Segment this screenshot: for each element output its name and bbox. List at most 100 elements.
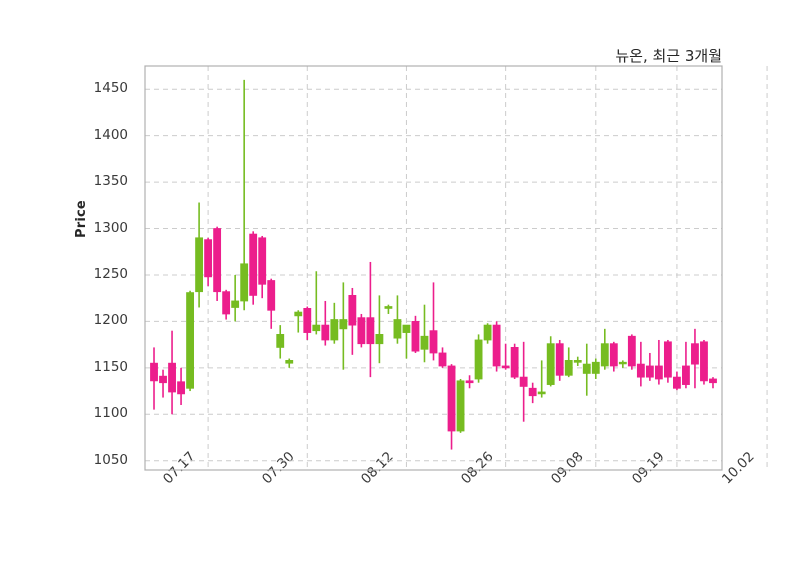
candle <box>294 310 303 333</box>
candle-body <box>150 362 158 382</box>
candle <box>700 339 708 385</box>
candle-body <box>591 361 600 374</box>
grid-lines <box>145 66 768 470</box>
candle-body <box>474 339 483 380</box>
y-tick-label: 1300 <box>93 219 128 236</box>
candle-body <box>312 324 321 332</box>
candle-body <box>528 387 537 397</box>
candle <box>456 378 465 433</box>
candle-body <box>195 237 204 293</box>
candle <box>564 347 573 378</box>
candle-body <box>456 380 465 432</box>
candle-body <box>609 343 618 367</box>
candle-body <box>555 343 564 376</box>
candle <box>321 300 330 346</box>
candle <box>177 367 185 405</box>
candle <box>330 302 339 344</box>
y-tick-label: 1200 <box>93 312 128 329</box>
candle <box>627 334 636 370</box>
candle-body <box>258 237 267 285</box>
candle <box>483 323 492 344</box>
candle <box>240 79 249 311</box>
candle <box>366 261 375 378</box>
candle <box>654 339 663 385</box>
candle <box>501 343 510 370</box>
candle <box>249 231 258 305</box>
candle <box>447 364 456 450</box>
candle-body <box>492 324 501 367</box>
candle <box>312 271 321 335</box>
candle <box>348 287 357 355</box>
candle <box>636 341 645 387</box>
candle-body <box>411 321 420 352</box>
candle-body <box>186 292 194 389</box>
candle-body <box>510 347 519 378</box>
y-tick-label: 1450 <box>93 80 128 97</box>
candle-body <box>177 381 185 395</box>
candle <box>303 306 312 340</box>
y-tick-label: 1250 <box>93 265 128 282</box>
candle <box>465 375 474 389</box>
y-tick-label: 1150 <box>93 358 128 375</box>
candle-body <box>366 317 375 345</box>
candle-body <box>348 294 357 326</box>
plot-frame <box>144 65 723 471</box>
candle <box>663 339 672 383</box>
y-tick-label: 1100 <box>93 405 128 422</box>
candle <box>600 328 609 370</box>
candle <box>591 358 600 379</box>
candle <box>618 360 627 368</box>
candle-body <box>276 334 285 348</box>
candle <box>267 278 276 329</box>
candle-body <box>691 343 699 365</box>
candle <box>384 304 393 314</box>
candle-body <box>682 365 690 385</box>
candle-body <box>582 363 591 374</box>
candle-body <box>447 365 456 432</box>
candle <box>258 235 267 299</box>
candle-body <box>673 376 681 389</box>
candle-body <box>357 317 366 345</box>
candle-body <box>420 335 429 350</box>
candle-body <box>159 375 167 384</box>
candle-body <box>303 307 312 333</box>
candle <box>519 341 528 422</box>
candle-body <box>700 341 708 382</box>
candle <box>375 295 384 364</box>
candle <box>546 336 555 387</box>
candle-body <box>636 363 645 378</box>
y-tick-label: 1050 <box>93 451 128 468</box>
candle <box>393 295 402 344</box>
candle-body <box>546 343 555 385</box>
candle <box>150 347 158 410</box>
y-tick-label: 1400 <box>93 126 128 143</box>
candle <box>528 382 537 404</box>
candle <box>411 315 420 353</box>
candle-body <box>321 324 330 341</box>
candle <box>231 274 240 322</box>
candle-body <box>654 365 663 380</box>
candle-body <box>564 360 573 376</box>
candle <box>168 330 176 415</box>
candle-body <box>204 239 213 278</box>
candle <box>204 237 213 287</box>
candle <box>285 358 294 368</box>
candle-body <box>222 291 231 315</box>
candle <box>357 313 366 348</box>
candle-body <box>627 335 636 367</box>
candle-body <box>267 280 276 311</box>
candle <box>402 324 411 359</box>
candle <box>709 377 717 389</box>
candle <box>691 328 699 389</box>
candle-body <box>231 300 240 308</box>
candle-body <box>339 319 348 330</box>
candle-body <box>402 324 411 333</box>
candle <box>537 360 546 398</box>
candle-body <box>393 319 402 339</box>
candle-body <box>249 233 258 296</box>
candle-body <box>294 311 303 317</box>
plot-border <box>144 65 723 471</box>
candle-body <box>330 319 339 341</box>
